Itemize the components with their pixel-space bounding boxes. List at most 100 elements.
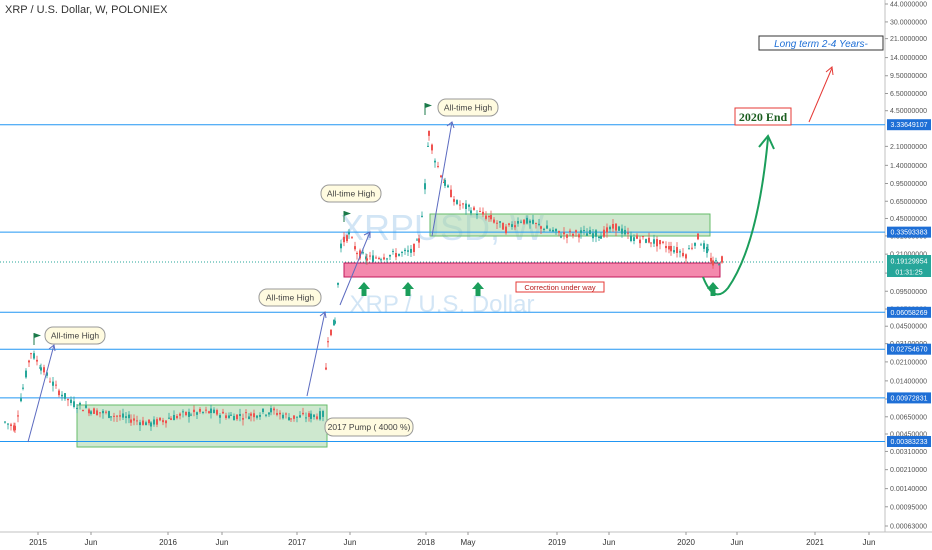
candle-body [485, 215, 487, 219]
x-tick-label: Jun [344, 538, 357, 547]
x-tick-label: Jun [731, 538, 744, 547]
candle-body [499, 221, 501, 223]
candle-body [418, 238, 420, 243]
candle-body [188, 411, 190, 417]
candle-body [185, 411, 187, 416]
candle-body [627, 232, 629, 234]
level-badge [887, 306, 931, 318]
candle-body [424, 183, 426, 190]
candle-body [282, 414, 284, 419]
long-term-arrowhead [825, 66, 834, 76]
candle-body [210, 408, 212, 414]
label-long-term-box [758, 35, 884, 51]
candle-body [685, 254, 687, 259]
candle-body [119, 415, 121, 417]
y-tick-label: 0.00650000 [890, 414, 927, 421]
candle-body [404, 249, 406, 252]
resistance-zone [429, 213, 711, 237]
candle-body [612, 224, 614, 229]
up-arrow-icon [402, 282, 414, 296]
candle-body [372, 255, 374, 262]
candle-body [630, 235, 632, 242]
candle-body [46, 372, 48, 376]
level-badge [887, 392, 931, 404]
svg-text:2017 Pump ( 4000 %): 2017 Pump ( 4000 %) [328, 422, 411, 432]
candle-body [14, 425, 16, 431]
candle-body [153, 419, 155, 425]
candle-body [316, 416, 318, 419]
y-tick-label: 0.01400000 [890, 378, 927, 385]
candle-body [139, 422, 141, 426]
candle-body [193, 409, 195, 413]
candle-body [88, 409, 90, 414]
candle-body [22, 387, 24, 389]
countdown-badge [887, 266, 931, 277]
candle-body [150, 422, 152, 427]
candle-body [401, 251, 403, 253]
watermark-name: XRP / U.S. Dollar [350, 291, 535, 318]
candle-body [633, 237, 635, 242]
level-value: 0.00383233 [891, 439, 928, 446]
candle-body [233, 415, 235, 421]
candle-body [242, 418, 244, 420]
candle-body [529, 220, 531, 223]
candle-body [148, 419, 150, 424]
candle-body [43, 367, 45, 373]
candle-body [624, 229, 626, 235]
candle-body [108, 411, 110, 418]
candle-body [508, 223, 510, 225]
level-value: 0.06058269 [891, 310, 928, 317]
candle-body [310, 413, 312, 419]
candle-body [468, 204, 470, 207]
x-tick-label: 2016 [159, 538, 177, 547]
candle-body [668, 246, 670, 250]
time-axis-ticks: 2015 Jun 2016 Jun 2017 Jun 2018 May 2019 Jun 2020 J… [29, 532, 875, 547]
correction-zone [343, 262, 721, 278]
level-badge [887, 343, 931, 355]
candle-body [130, 419, 132, 423]
candle-body [578, 234, 580, 238]
candle-body [555, 228, 557, 232]
candle-body [437, 165, 439, 167]
candle-body [609, 226, 611, 230]
candle-body [659, 240, 661, 245]
candle-body [470, 210, 472, 214]
svg-text:All-time High: All-time High [266, 293, 314, 303]
candle-body [299, 415, 301, 418]
candle-body [10, 424, 12, 426]
candle-body [473, 207, 475, 210]
candle-body [113, 415, 115, 417]
candle-body [213, 409, 215, 414]
candle-body [575, 230, 577, 233]
x-tick-label: Jun [863, 538, 876, 547]
candle-body [122, 413, 124, 418]
candle-body [721, 256, 723, 263]
candle-body [386, 258, 388, 260]
candle-body [302, 412, 304, 415]
candle-body [102, 410, 104, 414]
candle-body [99, 412, 101, 414]
candle-body [276, 413, 278, 415]
candle-body [679, 251, 681, 253]
candle-body [354, 246, 356, 250]
candle-body [710, 257, 712, 262]
candle-body [416, 239, 418, 241]
candle-body [566, 234, 568, 238]
label-2020-end: 2020 End [739, 110, 788, 124]
candle-body [90, 411, 92, 414]
candle-body [606, 227, 608, 233]
y-tick-label: 0.00095000 [890, 504, 927, 511]
candle-body [366, 258, 368, 261]
candle-body [656, 239, 658, 247]
x-tick-label: Jun [216, 538, 229, 547]
up-arrow-icon [358, 282, 370, 296]
candle-body [79, 402, 81, 405]
flag-icon [344, 211, 351, 216]
candle-body [563, 232, 565, 235]
candle-body [535, 222, 537, 224]
candle-body [453, 199, 455, 202]
flag-icon [34, 333, 41, 338]
candle-body [85, 405, 87, 408]
x-tick-label: May [460, 538, 475, 547]
